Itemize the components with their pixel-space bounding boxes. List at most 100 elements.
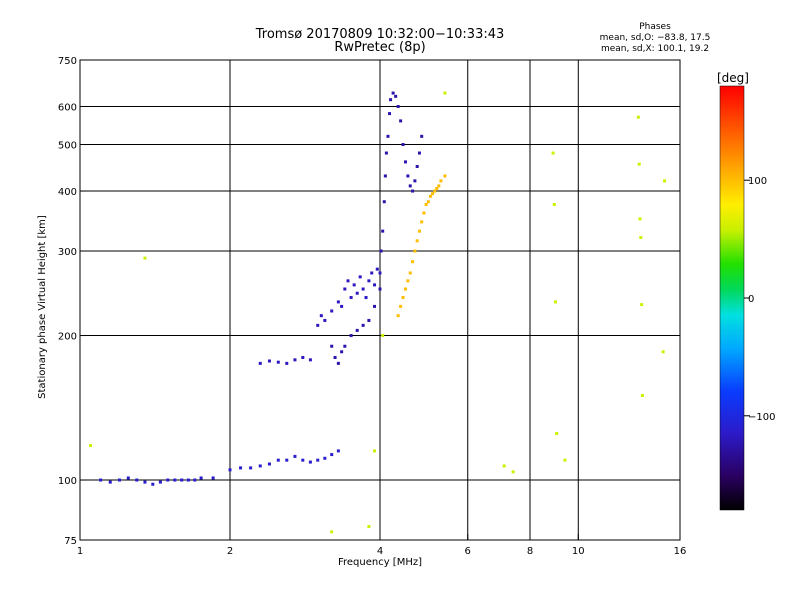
data-point	[370, 271, 374, 275]
data-point	[373, 283, 377, 287]
data-point	[346, 279, 350, 283]
data-point	[408, 271, 412, 275]
data-point	[396, 105, 400, 109]
data-point	[89, 444, 93, 448]
data-point	[401, 143, 405, 147]
data-point	[330, 453, 334, 457]
data-point	[276, 360, 280, 364]
data-point	[186, 478, 190, 482]
x-tick-label: 10	[572, 546, 585, 557]
data-point	[319, 314, 323, 318]
data-point	[636, 115, 640, 119]
data-point	[420, 134, 424, 138]
data-point	[340, 304, 344, 308]
data-point	[340, 350, 344, 354]
data-point	[381, 229, 385, 233]
data-point	[406, 279, 410, 283]
data-point	[108, 480, 112, 484]
data-point	[439, 179, 443, 183]
data-point	[435, 186, 439, 190]
y-tick-label: 500	[58, 141, 77, 152]
data-point	[158, 480, 162, 484]
data-point	[355, 328, 359, 332]
data-point	[367, 318, 371, 322]
data-point	[361, 287, 365, 291]
data-point	[413, 179, 417, 183]
data-point	[640, 394, 644, 398]
y-tick-label: 600	[58, 103, 77, 114]
data-point	[401, 296, 405, 300]
y-tick-label: 300	[58, 247, 77, 258]
data-point	[375, 267, 379, 271]
data-point	[381, 334, 385, 338]
data-point	[173, 478, 177, 482]
data-point	[343, 344, 347, 348]
data-point	[386, 134, 390, 138]
data-point	[126, 476, 130, 480]
data-point	[285, 458, 289, 462]
data-point	[285, 361, 289, 365]
data-point	[552, 202, 556, 206]
data-point	[420, 220, 424, 224]
data-point	[555, 432, 559, 436]
data-point	[424, 202, 428, 206]
data-point	[391, 91, 395, 95]
data-point	[396, 314, 400, 318]
data-point	[117, 478, 121, 482]
data-point	[151, 482, 155, 486]
data-point	[239, 466, 243, 470]
data-point	[361, 323, 365, 327]
data-point	[267, 359, 271, 363]
colorbar-tick-label: 0	[748, 294, 754, 305]
data-point	[373, 449, 377, 453]
data-point	[211, 476, 215, 480]
x-axis-label: Frequency [MHz]	[337, 557, 423, 568]
data-point	[316, 458, 320, 462]
data-point	[135, 478, 139, 482]
y-tick-label: 200	[58, 332, 77, 343]
data-point	[333, 355, 337, 359]
data-point	[411, 189, 415, 193]
data-point	[330, 530, 334, 534]
data-point	[316, 323, 320, 327]
data-point	[367, 279, 371, 283]
data-point	[308, 358, 312, 362]
data-point	[426, 200, 430, 204]
data-point	[437, 184, 441, 188]
data-point	[358, 275, 362, 279]
data-point	[415, 239, 419, 243]
data-point	[502, 464, 506, 468]
data-point	[323, 318, 327, 322]
data-point	[258, 464, 262, 468]
data-point	[336, 449, 340, 453]
data-point	[301, 355, 305, 359]
data-point	[428, 194, 432, 198]
colorbar-tick-label: 100	[748, 176, 767, 187]
data-point	[403, 160, 407, 164]
data-point	[349, 334, 353, 338]
chart-subtitle: RwPretec (8p)	[334, 40, 426, 55]
data-point	[349, 296, 353, 300]
data-point	[399, 119, 403, 123]
y-tick-label: 750	[58, 56, 77, 67]
data-point	[249, 466, 253, 470]
data-point	[511, 470, 515, 474]
colorbar-label: [deg]	[717, 71, 749, 85]
chart-title: Tromsø 20170809 10:32:00−10:33:43	[255, 27, 505, 42]
x-tick-label: 6	[465, 546, 471, 557]
data-point	[323, 456, 327, 460]
phases-annotation-o: mean, sd,O: −83.8, 17.5	[599, 33, 711, 43]
data-point	[352, 283, 356, 287]
colorbar	[720, 86, 744, 510]
data-point	[330, 344, 334, 348]
data-point	[293, 454, 297, 458]
x-tick-label: 4	[377, 546, 383, 557]
data-point	[228, 468, 232, 472]
data-point	[415, 164, 419, 168]
data-point	[378, 287, 382, 291]
data-point	[403, 287, 407, 291]
data-point	[408, 184, 412, 188]
data-point	[551, 151, 555, 155]
data-point	[308, 460, 312, 464]
data-point	[413, 249, 417, 253]
